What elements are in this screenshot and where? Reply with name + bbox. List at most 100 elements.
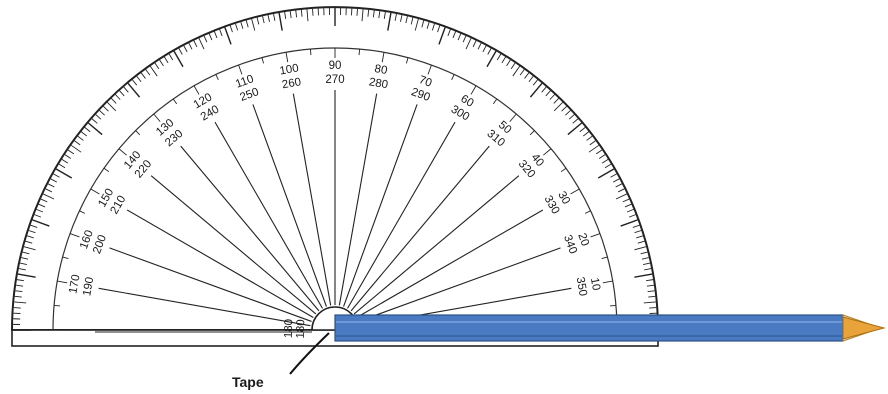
outer-scale-label: 20	[575, 232, 591, 248]
degree-tick	[213, 31, 218, 39]
degree-tick	[421, 20, 425, 28]
degree-tick	[501, 56, 507, 64]
degree-tick	[589, 140, 596, 146]
degree-tick	[477, 42, 482, 50]
degree-tick	[367, 9, 370, 17]
degree-tick	[193, 40, 198, 48]
inner-tick	[529, 130, 535, 136]
radial-line	[292, 93, 332, 306]
degree-tick	[426, 21, 430, 29]
degree-tick	[405, 16, 408, 24]
degree-tick	[50, 178, 58, 183]
degree-tick	[67, 149, 75, 155]
inner-scale-label: 350	[574, 276, 589, 297]
inner-tick	[601, 256, 608, 260]
degree-tick	[203, 35, 208, 43]
degree-tick	[25, 240, 33, 244]
degree-tick	[262, 16, 265, 24]
inner-tick	[358, 49, 361, 56]
inner-tick	[118, 148, 127, 156]
degree-tick	[528, 75, 534, 83]
radial-line	[356, 209, 544, 318]
degree-tick	[284, 11, 287, 19]
inner-tick	[509, 113, 517, 122]
degree-tick	[465, 37, 472, 50]
inner-tick	[54, 304, 61, 307]
degree-tick	[615, 183, 623, 188]
degree-tick	[410, 17, 414, 25]
degree-tick	[572, 118, 579, 124]
degree-tick	[632, 224, 640, 228]
degree-tick	[486, 50, 497, 68]
pencil	[334, 314, 886, 342]
degree-tick	[510, 62, 516, 70]
inner-scale-label: 280	[368, 76, 389, 91]
degree-tick	[229, 25, 233, 33]
degree-tick	[620, 219, 638, 227]
degree-tick	[472, 40, 477, 48]
outer-scale-label: 70	[417, 74, 433, 90]
inner-tick	[427, 64, 432, 75]
degree-tick	[19, 262, 27, 265]
tape-annotation: Tape	[232, 332, 330, 390]
inner-scale-label: 270	[325, 74, 344, 86]
degree-tick	[646, 284, 654, 287]
degree-tick	[154, 62, 160, 70]
degree-tick	[644, 268, 652, 271]
degree-tick	[626, 208, 634, 213]
degree-tick	[70, 144, 82, 153]
degree-tick	[549, 94, 555, 100]
inner-scale-label: 260	[281, 76, 302, 91]
degree-tick	[553, 98, 560, 104]
degree-tick	[622, 198, 630, 203]
radial-line	[109, 247, 312, 322]
outer-scale-label: 80	[373, 63, 388, 77]
degree-tick	[634, 273, 653, 278]
outer-scale-label: 180	[283, 319, 296, 339]
degree-tick	[103, 105, 109, 112]
degree-tick	[87, 122, 103, 136]
radial-line	[98, 287, 311, 327]
degree-tick	[15, 290, 23, 293]
degree-tick	[519, 69, 525, 76]
degree-tick	[127, 82, 141, 98]
inner-tick	[172, 98, 178, 105]
degree-tick	[383, 11, 386, 19]
degree-tick	[163, 56, 169, 64]
degree-tick	[431, 23, 435, 31]
degree-tick	[462, 35, 467, 43]
degree-tick	[378, 11, 381, 19]
radial-line	[252, 104, 327, 307]
degree-tick	[615, 193, 628, 200]
degree-tick	[42, 193, 55, 200]
outer-scale-label: 100	[279, 62, 300, 77]
inner-tick	[543, 148, 552, 156]
inner-tick	[135, 130, 141, 136]
outer-scale-label: 170	[67, 274, 82, 295]
inner-tick	[79, 210, 86, 214]
degree-tick	[16, 279, 24, 282]
degree-tick	[595, 149, 603, 155]
radial-line	[150, 175, 317, 315]
degree-tick	[646, 279, 654, 282]
inner-tick	[261, 57, 265, 64]
inner-tick	[69, 233, 80, 238]
degree-tick	[45, 188, 53, 193]
degree-tick	[643, 301, 656, 304]
degree-tick	[604, 163, 612, 169]
degree-tick	[529, 82, 543, 98]
degree-tick	[256, 17, 260, 25]
inner-tick	[451, 74, 455, 81]
degree-tick	[95, 114, 102, 120]
inner-tick	[602, 280, 613, 284]
degree-tick	[224, 27, 232, 45]
degree-tick	[132, 79, 138, 86]
degree-tick	[553, 101, 564, 112]
inner-tick	[609, 304, 616, 307]
inner-tick	[62, 256, 69, 260]
outer-scale-label: 90	[329, 60, 342, 72]
degree-tick	[77, 135, 84, 141]
degree-tick	[496, 53, 502, 61]
pencil-body	[334, 314, 844, 342]
